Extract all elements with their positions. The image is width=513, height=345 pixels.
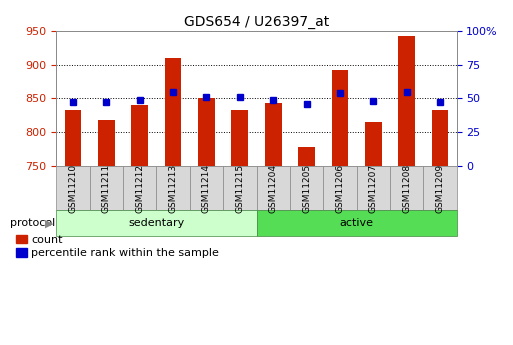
Bar	[398, 37, 415, 166]
Bar	[331, 70, 348, 166]
Bar	[231, 110, 248, 166]
Bar	[365, 122, 382, 166]
Bar	[265, 103, 282, 166]
Bar	[298, 147, 315, 166]
Bar	[65, 110, 82, 166]
Text: sedentary: sedentary	[128, 218, 185, 228]
Text: ▶: ▶	[45, 218, 53, 228]
Text: GSM11209: GSM11209	[436, 164, 444, 213]
Text: GSM11213: GSM11213	[169, 164, 177, 213]
Bar	[131, 105, 148, 166]
Text: GSM11211: GSM11211	[102, 164, 111, 213]
Legend: count, percentile rank within the sample: count, percentile rank within the sample	[16, 235, 219, 258]
Text: GSM11207: GSM11207	[369, 164, 378, 213]
Bar	[198, 98, 215, 166]
Text: protocol: protocol	[10, 218, 55, 228]
Bar	[98, 120, 115, 166]
Text: GSM11206: GSM11206	[336, 164, 344, 213]
Text: GSM11204: GSM11204	[269, 164, 278, 213]
Text: GSM11215: GSM11215	[235, 164, 244, 213]
Bar	[165, 58, 182, 166]
Title: GDS654 / U26397_at: GDS654 / U26397_at	[184, 14, 329, 29]
Text: GSM11210: GSM11210	[69, 164, 77, 213]
Bar	[431, 110, 448, 166]
Text: GSM11214: GSM11214	[202, 164, 211, 213]
Text: active: active	[340, 218, 373, 228]
Text: GSM11212: GSM11212	[135, 164, 144, 213]
Text: GSM11205: GSM11205	[302, 164, 311, 213]
Text: GSM11208: GSM11208	[402, 164, 411, 213]
